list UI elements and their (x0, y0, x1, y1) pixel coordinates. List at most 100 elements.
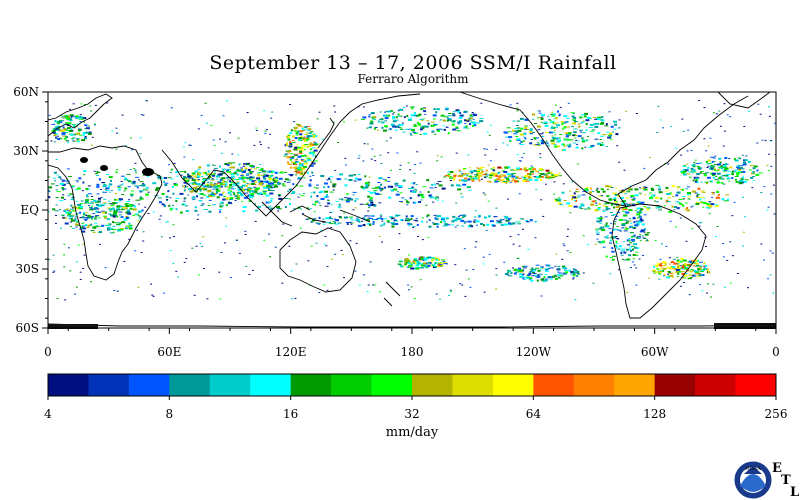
rain-pixel (397, 110, 400, 112)
rain-pixel (698, 274, 703, 277)
rain-pixel (524, 169, 528, 172)
rain-pixel (460, 196, 464, 198)
rain-pixel (532, 113, 535, 116)
rain-pixel (374, 284, 377, 286)
rain-pixel (417, 266, 422, 268)
rain-pixel (725, 167, 728, 169)
rain-pixel (334, 223, 339, 225)
rain-pixel (356, 217, 359, 219)
rain-pixel (53, 171, 57, 174)
rain-pixel (100, 189, 102, 190)
rain-pixel (309, 142, 312, 144)
rain-pixel (298, 152, 303, 154)
rain-pixel (289, 104, 292, 105)
coast-africa (48, 145, 163, 281)
rain-pixel (598, 217, 603, 220)
rain-pixel (128, 199, 131, 201)
rain-pixel (184, 178, 188, 180)
rain-pixel (77, 139, 81, 141)
rain-pixel (112, 203, 115, 205)
rain-pixel (406, 204, 409, 206)
rain-pixel (241, 184, 246, 187)
rain-pixel (428, 219, 431, 221)
rain-pixel (716, 172, 721, 175)
rain-pixel (601, 229, 606, 231)
rain-pixel (169, 197, 172, 199)
rain-pixel (502, 180, 507, 182)
rain-pixel (169, 250, 172, 251)
rain-pixel (447, 173, 451, 176)
rain-pixel (696, 194, 699, 196)
rain-pixel (526, 220, 529, 222)
rain-pixel (412, 130, 415, 133)
rain-pixel (279, 171, 284, 174)
rain-pixel (689, 262, 694, 264)
rain-pixel (379, 291, 381, 293)
rain-pixel (222, 198, 226, 201)
rain-pixel (245, 163, 250, 165)
rain-pixel (534, 138, 537, 140)
rain-pixel (743, 180, 747, 183)
rain-pixel (377, 182, 381, 183)
rain-pixel (547, 178, 550, 180)
rain-pixel (345, 222, 348, 223)
rain-pixel (293, 121, 296, 123)
rain-pixel (257, 193, 260, 196)
rain-pixel (489, 175, 492, 178)
rain-pixel (65, 135, 69, 138)
rain-pixel (569, 190, 572, 192)
rain-pixel (189, 144, 192, 146)
rain-pixel (523, 276, 527, 278)
rain-pixel (423, 257, 428, 260)
rain-pixel (510, 169, 515, 171)
rain-pixel (85, 214, 88, 216)
rain-pixel (201, 181, 205, 183)
rain-pixel (494, 173, 498, 176)
rain-pixel (439, 262, 442, 264)
rain-pixel (110, 214, 114, 217)
rain-pixel (703, 138, 706, 140)
rain-pixel (183, 178, 186, 180)
rain-pixel (456, 184, 460, 187)
rain-pixel (561, 258, 564, 260)
rain-pixel (595, 118, 600, 121)
rain-pixel (404, 219, 407, 221)
rain-pixel (579, 131, 582, 133)
rain-pixel (63, 217, 68, 219)
rain-pixel (66, 215, 70, 217)
rain-pixel (628, 187, 632, 190)
rain-pixel (423, 107, 427, 109)
rain-pixel (180, 174, 183, 176)
rain-pixel (744, 179, 749, 181)
rain-pixel (617, 248, 621, 250)
rain-pixel (289, 142, 293, 145)
rain-pixel (364, 186, 369, 189)
rain-pixel (367, 191, 370, 192)
rain-pixel (125, 145, 128, 147)
rain-pixel (164, 184, 168, 186)
rain-pixel (487, 200, 490, 202)
rain-pixel (637, 247, 640, 250)
rain-pixel (706, 167, 709, 168)
rain-pixel (698, 100, 701, 101)
rain-pixel (217, 187, 220, 189)
rain-pixel (65, 140, 69, 142)
rain-pixel (97, 211, 101, 213)
rain-pixel (318, 216, 321, 219)
rain-pixel (323, 223, 326, 225)
rain-pixel (509, 217, 512, 220)
rain-pixel (680, 154, 683, 156)
rain-pixel (681, 170, 684, 173)
rain-pixel (225, 169, 229, 172)
rain-pixel (551, 136, 556, 139)
rain-pixel (621, 248, 625, 250)
rain-pixel (76, 138, 80, 141)
rain-pixel (172, 192, 175, 195)
rain-pixel (294, 166, 299, 168)
rain-pixel (99, 243, 102, 245)
rain-pixel (357, 157, 360, 159)
rain-pixel (147, 213, 150, 214)
rain-pixel (670, 125, 673, 127)
rain-pixel (291, 135, 295, 138)
rain-pixel (222, 177, 226, 180)
